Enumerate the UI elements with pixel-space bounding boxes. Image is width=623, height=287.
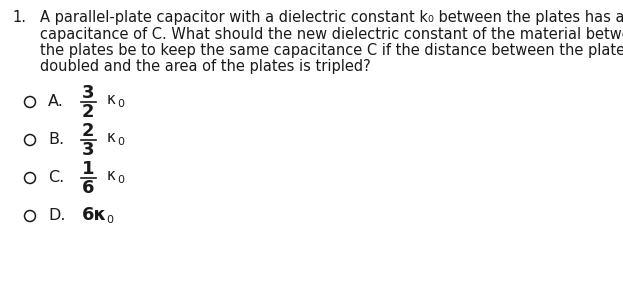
Text: 6κ: 6κ <box>82 206 107 224</box>
Text: 3: 3 <box>82 84 95 102</box>
Text: 0: 0 <box>117 137 124 147</box>
Text: 6: 6 <box>82 179 95 197</box>
Text: D.: D. <box>48 208 65 222</box>
Text: 0: 0 <box>106 215 113 225</box>
Text: 1.: 1. <box>12 10 26 25</box>
Text: the plates be to keep the same capacitance C if the distance between the plates : the plates be to keep the same capacitan… <box>40 43 623 58</box>
Text: A.: A. <box>48 94 64 108</box>
Text: capacitance of C. What should the new dielectric constant of the material betwee: capacitance of C. What should the new di… <box>40 26 623 42</box>
Text: 1: 1 <box>82 160 95 178</box>
Text: κ: κ <box>107 92 116 106</box>
Text: 2: 2 <box>82 103 95 121</box>
Text: doubled and the area of the plates is tripled?: doubled and the area of the plates is tr… <box>40 59 371 75</box>
Text: 0: 0 <box>117 175 124 185</box>
Text: κ: κ <box>107 129 116 144</box>
Text: 3: 3 <box>82 141 95 159</box>
Text: κ: κ <box>107 168 116 183</box>
Text: 2: 2 <box>82 122 95 140</box>
Text: A parallel-plate capacitor with a dielectric constant k₀ between the plates has : A parallel-plate capacitor with a dielec… <box>40 10 623 25</box>
Text: 0: 0 <box>117 99 124 109</box>
Text: B.: B. <box>48 131 64 146</box>
Text: C.: C. <box>48 170 64 185</box>
